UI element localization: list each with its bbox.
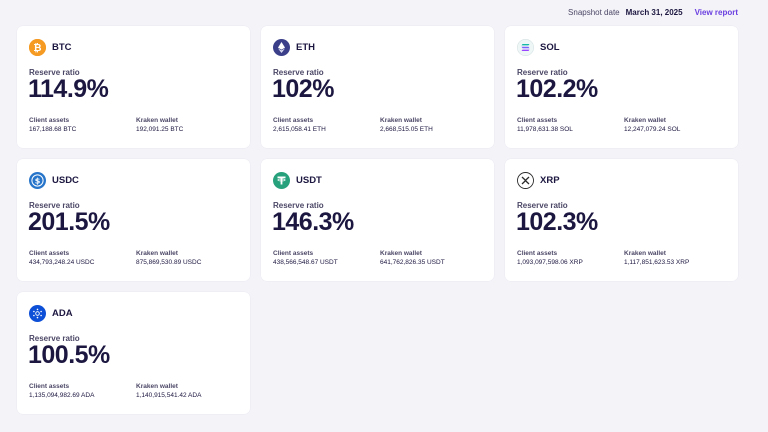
reserve-ratio-label: Reserve ratio — [273, 68, 324, 77]
asset-card-usdt: USDT Reserve ratio 146.3% Client assets … — [261, 159, 494, 281]
kraken-wallet-value: 1,140,915,541.42 ADA — [136, 392, 202, 399]
xrp-icon — [517, 171, 534, 189]
client-assets: Client assets 167,188.68 BTC — [29, 117, 76, 133]
asset-symbol: ETH — [296, 41, 315, 53]
client-assets-value: 2,615,058.41 ETH — [273, 126, 326, 133]
kraken-wallet-label: Kraken wallet — [624, 117, 666, 124]
kraken-wallet: Kraken wallet 875,869,530.89 USDC — [136, 250, 201, 266]
solana-icon — [517, 38, 534, 56]
asset-header: XRP — [517, 171, 560, 189]
client-assets: Client assets 1,135,094,982.69 ADA — [29, 383, 94, 399]
svg-text:$: $ — [35, 176, 41, 185]
svg-text:₿: ₿ — [33, 42, 41, 54]
reserve-cards-grid: ₿ BTC Reserve ratio 114.9% Client assets… — [17, 26, 738, 414]
asset-card-ada: ADA Reserve ratio 100.5% Client assets 1… — [17, 292, 250, 414]
kraken-wallet-label: Kraken wallet — [136, 117, 178, 124]
asset-symbol: SOL — [540, 41, 560, 53]
asset-card-sol: SOL Reserve ratio 102.2% Client assets 1… — [505, 26, 738, 148]
asset-header: ADA — [29, 304, 73, 322]
kraken-wallet-label: Kraken wallet — [380, 250, 422, 257]
reserve-ratio-label: Reserve ratio — [273, 201, 324, 210]
client-assets-label: Client assets — [29, 250, 70, 257]
client-assets-label: Client assets — [517, 117, 558, 124]
ethereum-icon — [273, 38, 290, 56]
kraken-wallet: Kraken wallet 2,668,515.05 ETH — [380, 117, 433, 133]
asset-symbol: BTC — [52, 41, 72, 53]
cardano-icon — [29, 304, 46, 322]
asset-card-xrp: XRP Reserve ratio 102.3% Client assets 1… — [505, 159, 738, 281]
reserve-ratio-value: 102% — [272, 75, 334, 103]
asset-symbol: XRP — [540, 174, 560, 186]
client-assets-value: 1,093,097,598.06 XRP — [517, 259, 583, 266]
reserve-ratio-value: 102.2% — [516, 75, 598, 103]
asset-header: $ USDC — [29, 171, 79, 189]
kraken-wallet-label: Kraken wallet — [136, 383, 178, 390]
snapshot-bar: Snapshot date March 31, 2025 View report — [568, 6, 738, 18]
reserve-ratio-label: Reserve ratio — [29, 201, 80, 210]
asset-card-usdc: $ USDC Reserve ratio 201.5% Client asset… — [17, 159, 250, 281]
snapshot-date-label: Snapshot date — [568, 7, 620, 17]
usdc-icon: $ — [29, 171, 46, 189]
kraken-wallet: Kraken wallet 1,117,851,623.53 XRP — [624, 250, 689, 266]
reserve-ratio-value: 114.9% — [28, 75, 109, 103]
kraken-wallet-value: 192,091.25 BTC — [136, 126, 184, 133]
client-assets: Client assets 434,793,248.24 USDC — [29, 250, 94, 266]
client-assets-label: Client assets — [273, 117, 314, 124]
asset-symbol: USDC — [52, 174, 79, 186]
client-assets-value: 11,978,631.38 SOL — [517, 126, 573, 133]
kraken-wallet: Kraken wallet 1,140,915,541.42 ADA — [136, 383, 201, 399]
kraken-wallet: Kraken wallet 192,091.25 BTC — [136, 117, 183, 133]
kraken-wallet-value: 2,668,515.05 ETH — [380, 126, 433, 133]
kraken-wallet-value: 1,117,851,623.53 XRP — [624, 259, 690, 266]
kraken-wallet-value: 641,762,826.35 USDT — [380, 259, 445, 266]
client-assets: Client assets 438,566,548.67 USDT — [273, 250, 338, 266]
reserve-ratio-label: Reserve ratio — [29, 334, 80, 343]
asset-header: USDT — [273, 171, 322, 189]
asset-card-eth: ETH Reserve ratio 102% Client assets 2,6… — [261, 26, 494, 148]
reserve-ratio-label: Reserve ratio — [29, 68, 80, 77]
reserve-ratio-value: 146.3% — [272, 208, 354, 236]
asset-symbol: USDT — [296, 174, 322, 186]
view-report-link[interactable]: View report — [694, 7, 738, 17]
kraken-wallet: Kraken wallet 641,762,826.35 USDT — [380, 250, 445, 266]
client-assets-value: 434,793,248.24 USDC — [29, 259, 95, 266]
client-assets-label: Client assets — [273, 250, 314, 257]
client-assets-label: Client assets — [29, 117, 70, 124]
asset-header: ETH — [273, 38, 315, 56]
reserve-ratio-label: Reserve ratio — [517, 201, 568, 210]
client-assets-value: 1,135,094,982.69 ADA — [29, 392, 95, 399]
client-assets-value: 167,188.68 BTC — [29, 126, 77, 133]
tether-icon — [273, 171, 290, 189]
client-assets: Client assets 2,615,058.41 ETH — [273, 117, 326, 133]
snapshot-date: March 31, 2025 — [625, 7, 683, 17]
client-assets-value: 438,566,548.67 USDT — [273, 259, 338, 266]
kraken-wallet: Kraken wallet 12,247,079.24 SOL — [624, 117, 680, 133]
kraken-wallet-label: Kraken wallet — [624, 250, 666, 257]
asset-card-btc: ₿ BTC Reserve ratio 114.9% Client assets… — [17, 26, 250, 148]
reserve-ratio-value: 102.3% — [516, 208, 598, 236]
asset-header: SOL — [517, 38, 560, 56]
asset-symbol: ADA — [52, 307, 73, 319]
client-assets: Client assets 1,093,097,598.06 XRP — [517, 250, 583, 266]
kraken-wallet-value: 875,869,530.89 USDC — [136, 259, 202, 266]
client-assets: Client assets 11,978,631.38 SOL — [517, 117, 573, 133]
reserve-ratio-value: 201.5% — [28, 208, 110, 236]
client-assets-label: Client assets — [29, 383, 70, 390]
bitcoin-icon: ₿ — [29, 38, 46, 56]
kraken-wallet-value: 12,247,079.24 SOL — [624, 126, 681, 133]
kraken-wallet-label: Kraken wallet — [380, 117, 422, 124]
reserve-ratio-value: 100.5% — [28, 341, 110, 369]
reserve-ratio-label: Reserve ratio — [517, 68, 568, 77]
kraken-wallet-label: Kraken wallet — [136, 250, 178, 257]
asset-header: ₿ BTC — [29, 38, 72, 56]
client-assets-label: Client assets — [517, 250, 558, 257]
